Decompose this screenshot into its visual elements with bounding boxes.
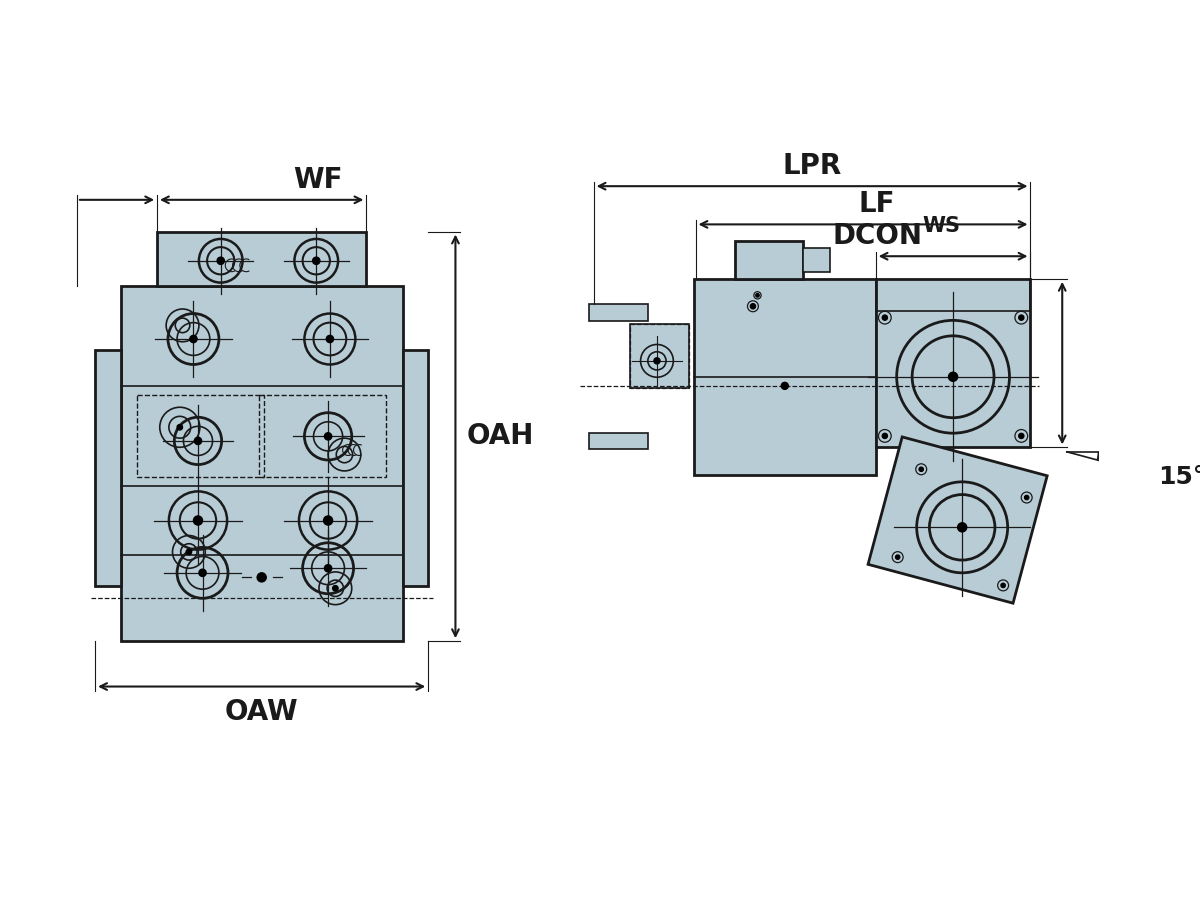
- Bar: [137, 395, 264, 477]
- Circle shape: [257, 572, 266, 582]
- Circle shape: [324, 516, 332, 525]
- Text: LPR: LPR: [782, 152, 841, 180]
- Circle shape: [1001, 583, 1006, 588]
- Text: OAH: OAH: [467, 422, 534, 450]
- Text: WF: WF: [294, 166, 343, 194]
- Text: DCON: DCON: [832, 222, 922, 250]
- Circle shape: [194, 437, 202, 445]
- Bar: [694, 279, 876, 474]
- Circle shape: [895, 555, 900, 560]
- Circle shape: [958, 523, 967, 532]
- Bar: [403, 350, 428, 587]
- Bar: [589, 304, 648, 320]
- Circle shape: [332, 586, 338, 591]
- Circle shape: [326, 336, 334, 343]
- Text: 15°: 15°: [1158, 465, 1200, 490]
- Circle shape: [882, 315, 888, 320]
- Circle shape: [178, 425, 182, 430]
- Circle shape: [948, 373, 958, 382]
- Circle shape: [313, 257, 320, 265]
- Bar: [95, 350, 121, 587]
- Circle shape: [190, 336, 197, 343]
- Circle shape: [193, 516, 203, 525]
- Bar: [876, 279, 1031, 447]
- Circle shape: [756, 293, 760, 297]
- Bar: [157, 231, 366, 286]
- Circle shape: [324, 433, 331, 440]
- Circle shape: [324, 564, 331, 572]
- Circle shape: [199, 569, 206, 577]
- Circle shape: [750, 303, 756, 309]
- Text: WS: WS: [922, 216, 960, 236]
- Text: OAW: OAW: [224, 698, 299, 726]
- Polygon shape: [868, 436, 1048, 603]
- Bar: [803, 248, 830, 272]
- Bar: [589, 433, 648, 449]
- Circle shape: [654, 357, 660, 364]
- Circle shape: [919, 467, 924, 472]
- Circle shape: [1019, 433, 1024, 438]
- Circle shape: [781, 382, 788, 390]
- Circle shape: [217, 257, 224, 265]
- Bar: [630, 325, 689, 388]
- Circle shape: [1025, 495, 1028, 500]
- Bar: [630, 325, 689, 388]
- Bar: [734, 241, 803, 279]
- Circle shape: [882, 433, 888, 438]
- Bar: [121, 286, 403, 641]
- Text: LF: LF: [858, 191, 895, 219]
- Circle shape: [186, 549, 192, 554]
- Bar: [259, 395, 386, 477]
- Circle shape: [1019, 315, 1024, 320]
